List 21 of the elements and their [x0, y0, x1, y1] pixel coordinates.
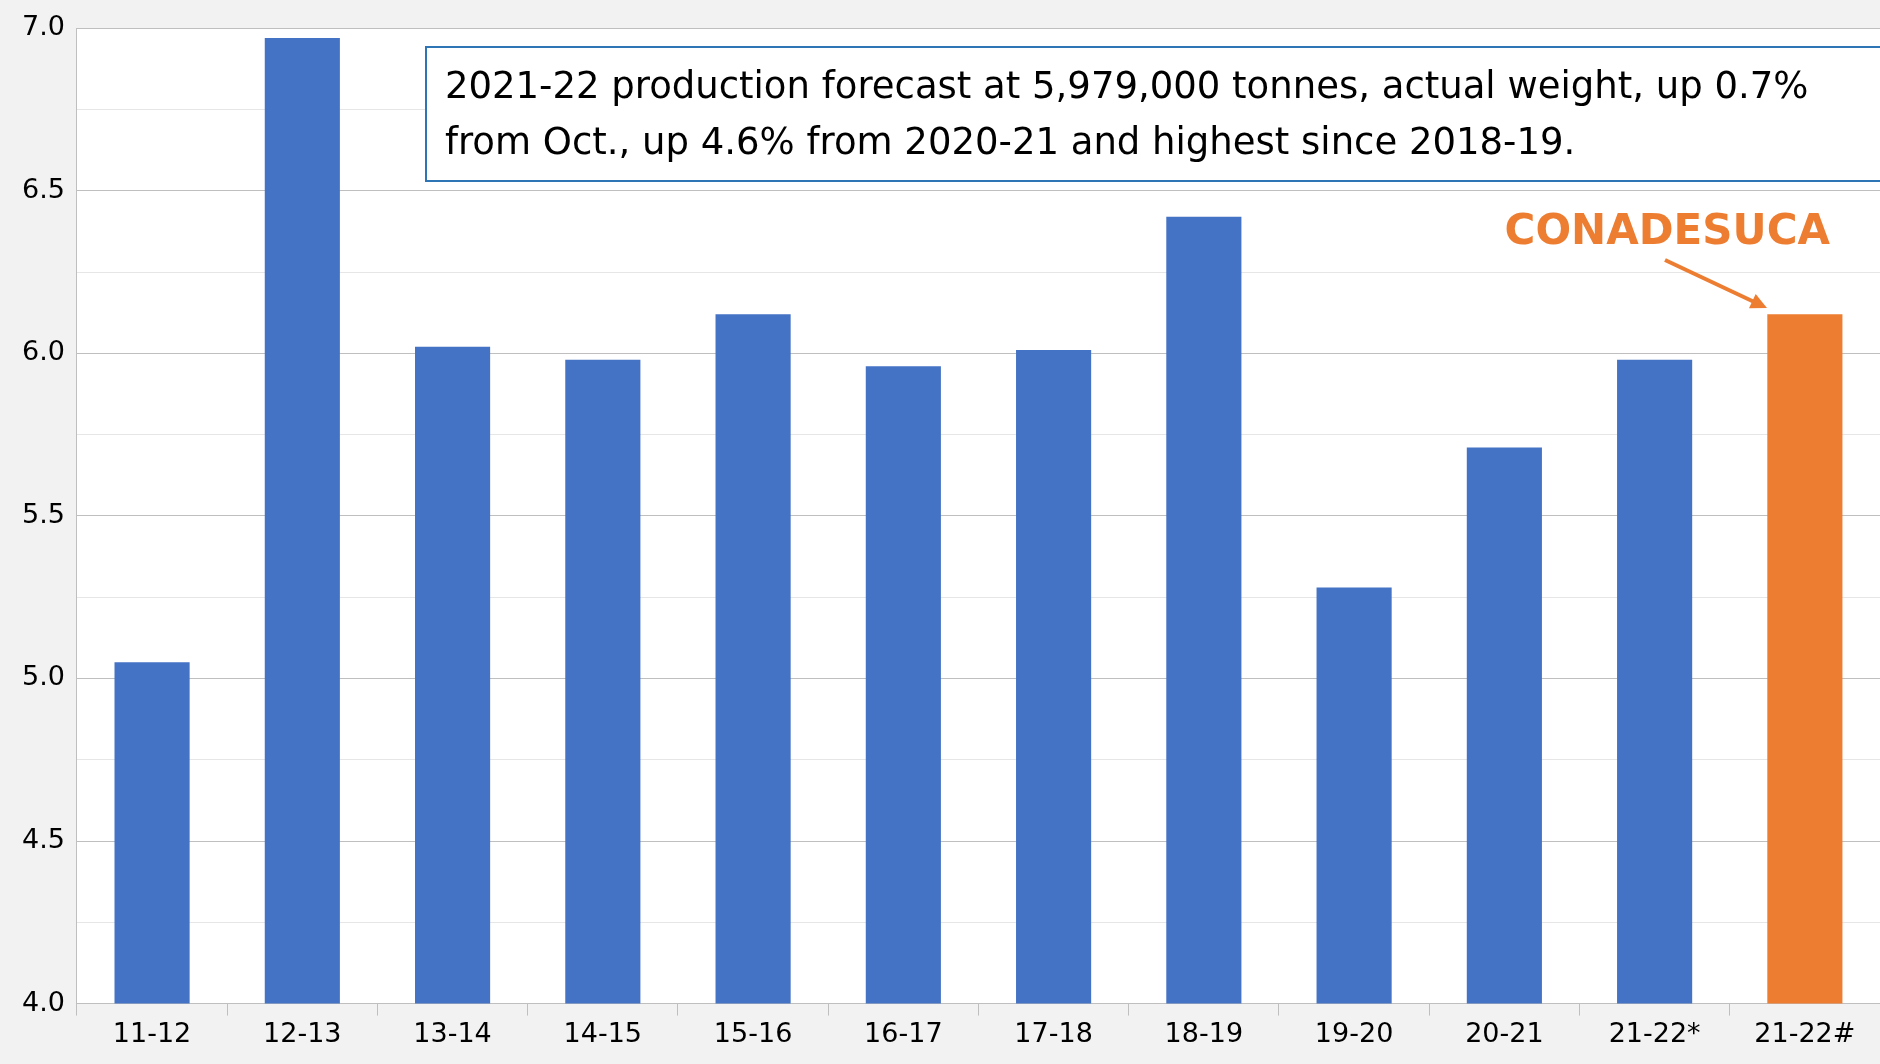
x-tick-label: 19-20 — [1314, 1016, 1394, 1048]
annotation: CONADESUCA — [1504, 204, 1830, 257]
x-tick-label: 16-17 — [864, 1016, 943, 1048]
annotation: 2021-22 production forecast at 5,979,000 tonnes, actual weight, up 0.7% from Oct., up 4.6% from 2020-21 and highest since 2018-19. — [424, 46, 1880, 183]
y-tick-label: 5.0 — [21, 660, 65, 692]
x-tick-label: 11-12 — [112, 1016, 192, 1048]
y-tick-label: 6.0 — [21, 335, 65, 367]
y-tick-label: 5.5 — [21, 497, 65, 529]
x-tick-label: 17-18 — [1014, 1016, 1093, 1048]
y-tick-label: 4.0 — [21, 985, 65, 1017]
y-tick-label: 7.0 — [21, 10, 65, 42]
x-tick-label: 21-22# — [1754, 1016, 1856, 1048]
y-tick-label: 4.5 — [21, 823, 65, 855]
y-tick-label: 6.5 — [21, 172, 65, 204]
x-tick-label: 18-19 — [1164, 1016, 1244, 1048]
x-tick-label: 13-14 — [413, 1016, 492, 1048]
x-tick-label: 14-15 — [563, 1016, 643, 1048]
x-tick-label: 21-22* — [1608, 1016, 1701, 1048]
x-tick-label: 20-21 — [1465, 1016, 1544, 1048]
x-tick-label: 15-16 — [713, 1016, 793, 1048]
x-tick-label: 12-13 — [263, 1016, 342, 1048]
